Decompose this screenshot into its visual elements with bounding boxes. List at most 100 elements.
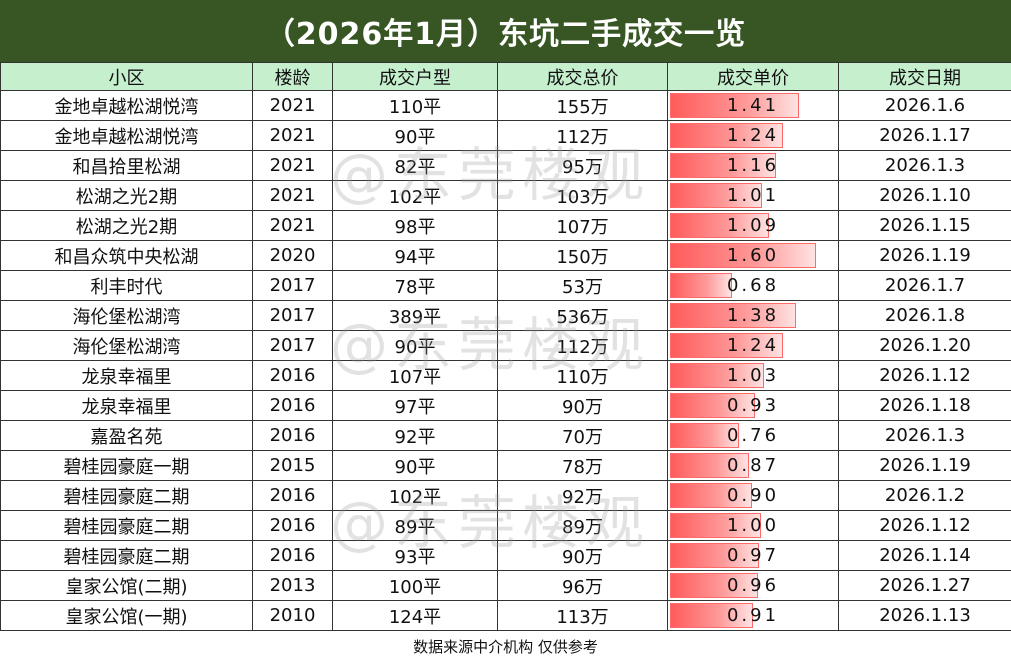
building-age-cell: 2015	[252, 450, 333, 481]
table-row: 金地卓越松湖悦湾 2021 90平 112万 1.24 2026.1.17	[0, 120, 1011, 151]
community-cell: 金地卓越松湖悦湾	[0, 120, 253, 151]
table-row: 碧桂园豪庭二期 2016 102平 92万 0.90 2026.1.2	[0, 480, 1011, 511]
building-age-cell: 2013	[252, 570, 333, 601]
column-header-unit-price: 成交单价	[667, 62, 839, 91]
building-age-cell: 2021	[252, 150, 333, 181]
unit-price-bar	[670, 363, 764, 388]
unit-price-value: 0.97	[726, 545, 780, 566]
table-row: 和昌众筑中央松湖 2020 94平 150万 1.60 2026.1.19	[0, 240, 1011, 271]
date-cell: 2026.1.6	[838, 90, 1011, 121]
unit-type-cell: 89平	[332, 510, 498, 541]
table-row: 皇家公馆(一期) 2010 124平 113万 0.91 2026.1.13	[0, 600, 1011, 631]
unit-price-value: 1.00	[726, 515, 780, 536]
building-age-cell: 2021	[252, 210, 333, 241]
unit-price-value: 1.38	[726, 305, 780, 326]
community-cell: 和昌众筑中央松湖	[0, 240, 253, 271]
community-cell: 碧桂园豪庭二期	[0, 480, 253, 511]
unit-price-cell: 1.41	[667, 90, 839, 121]
total-price-cell: 96万	[497, 570, 668, 601]
unit-price-cell: 1.09	[667, 210, 839, 241]
unit-type-cell: 98平	[332, 210, 498, 241]
date-cell: 2026.1.20	[838, 330, 1011, 361]
unit-price-value: 1.41	[726, 95, 780, 116]
community-cell: 碧桂园豪庭二期	[0, 510, 253, 541]
unit-price-bar	[670, 183, 763, 208]
date-cell: 2026.1.19	[838, 450, 1011, 481]
table-row: 嘉盈名苑 2016 92平 70万 0.76 2026.1.3	[0, 420, 1011, 451]
date-cell: 2026.1.3	[838, 150, 1011, 181]
total-price-cell: 150万	[497, 240, 668, 271]
unit-price-bar	[670, 303, 796, 328]
table-row: 碧桂园豪庭二期 2016 93平 90万 0.97 2026.1.14	[0, 540, 1011, 571]
column-header-total-price: 成交总价	[497, 62, 668, 91]
footer-note: 数据来源中介机构 仅供参考	[413, 638, 598, 656]
unit-type-cell: 90平	[332, 120, 498, 151]
unit-price-value: 0.76	[726, 425, 780, 446]
unit-price-cell: 1.24	[667, 120, 839, 151]
unit-price-cell: 0.90	[667, 480, 839, 511]
unit-price-bar	[670, 243, 816, 268]
unit-price-bar	[670, 483, 753, 508]
table-row: 金地卓越松湖悦湾 2021 110平 155万 1.41 2026.1.6	[0, 90, 1011, 121]
unit-price-bar	[670, 393, 755, 418]
unit-type-cell: 100平	[332, 570, 498, 601]
unit-price-bar	[670, 603, 754, 628]
building-age-cell: 2017	[252, 270, 333, 301]
unit-price-cell: 1.00	[667, 510, 839, 541]
unit-type-cell: 94平	[332, 240, 498, 271]
total-price-cell: 89万	[497, 510, 668, 541]
community-cell: 海伦堡松湖湾	[0, 330, 253, 361]
header-row: 小区 楼龄 成交户型 成交总价 成交单价 成交日期	[0, 62, 1011, 91]
unit-type-cell: 92平	[332, 420, 498, 451]
table-row: 碧桂园豪庭一期 2015 90平 78万 0.87 2026.1.19	[0, 450, 1011, 481]
column-header-community: 小区	[0, 62, 253, 91]
unit-price-cell: 1.03	[667, 360, 839, 391]
date-cell: 2026.1.15	[838, 210, 1011, 241]
unit-type-cell: 102平	[332, 180, 498, 211]
community-cell: 碧桂园豪庭一期	[0, 450, 253, 481]
total-price-cell: 103万	[497, 180, 668, 211]
date-cell: 2026.1.18	[838, 390, 1011, 421]
table-row: 利丰时代 2017 78平 53万 0.68 2026.1.7	[0, 270, 1011, 301]
building-age-cell: 2016	[252, 510, 333, 541]
total-price-cell: 107万	[497, 210, 668, 241]
unit-price-cell: 0.68	[667, 270, 839, 301]
unit-price-value: 0.91	[726, 605, 780, 626]
unit-price-value: 1.60	[726, 245, 780, 266]
date-cell: 2026.1.27	[838, 570, 1011, 601]
table-row: 龙泉幸福里 2016 97平 90万 0.93 2026.1.18	[0, 390, 1011, 421]
community-cell: 皇家公馆(一期)	[0, 600, 253, 631]
table-row: 和昌拾里松湖 2021 82平 95万 1.16 2026.1.3	[0, 150, 1011, 181]
building-age-cell: 2021	[252, 120, 333, 151]
date-cell: 2026.1.10	[838, 180, 1011, 211]
date-cell: 2026.1.8	[838, 300, 1011, 331]
table-row: 海伦堡松湖湾 2017 90平 112万 1.24 2026.1.20	[0, 330, 1011, 361]
building-age-cell: 2021	[252, 90, 333, 121]
date-cell: 2026.1.2	[838, 480, 1011, 511]
table-row: 松湖之光2期 2021 98平 107万 1.09 2026.1.15	[0, 210, 1011, 241]
column-header-unit-type: 成交户型	[332, 62, 498, 91]
unit-price-cell: 1.24	[667, 330, 839, 361]
unit-type-cell: 110平	[332, 90, 498, 121]
unit-price-bar	[670, 543, 759, 568]
building-age-cell: 2017	[252, 300, 333, 331]
community-cell: 嘉盈名苑	[0, 420, 253, 451]
unit-type-cell: 389平	[332, 300, 498, 331]
total-price-cell: 92万	[497, 480, 668, 511]
community-cell: 海伦堡松湖湾	[0, 300, 253, 331]
unit-price-cell: 0.97	[667, 540, 839, 571]
unit-price-bar	[670, 513, 762, 538]
unit-type-cell: 102平	[332, 480, 498, 511]
date-cell: 2026.1.17	[838, 120, 1011, 151]
building-age-cell: 2010	[252, 600, 333, 631]
column-header-date: 成交日期	[838, 62, 1011, 91]
community-cell: 碧桂园豪庭二期	[0, 540, 253, 571]
date-cell: 2026.1.13	[838, 600, 1011, 631]
transactions-table: 小区 楼龄 成交户型 成交总价 成交单价 成交日期 金地卓越松湖悦湾 2021 11…	[0, 62, 1011, 631]
date-cell: 2026.1.12	[838, 360, 1011, 391]
community-cell: 龙泉幸福里	[0, 390, 253, 421]
unit-price-cell: 1.38	[667, 300, 839, 331]
community-cell: 龙泉幸福里	[0, 360, 253, 391]
building-age-cell: 2016	[252, 480, 333, 511]
unit-price-value: 1.01	[726, 185, 780, 206]
